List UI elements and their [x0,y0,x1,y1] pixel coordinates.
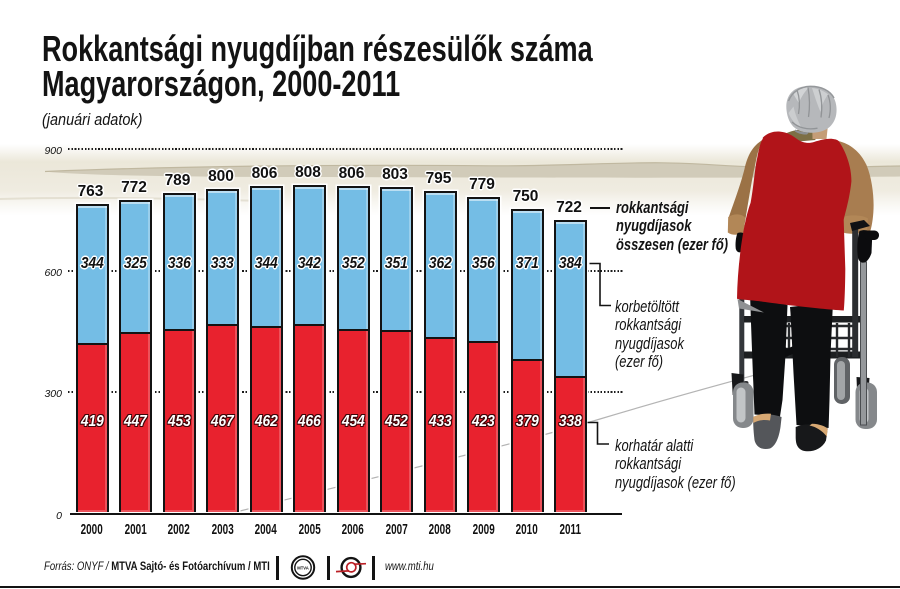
svg-text:MTVA: MTVA [297,566,309,571]
